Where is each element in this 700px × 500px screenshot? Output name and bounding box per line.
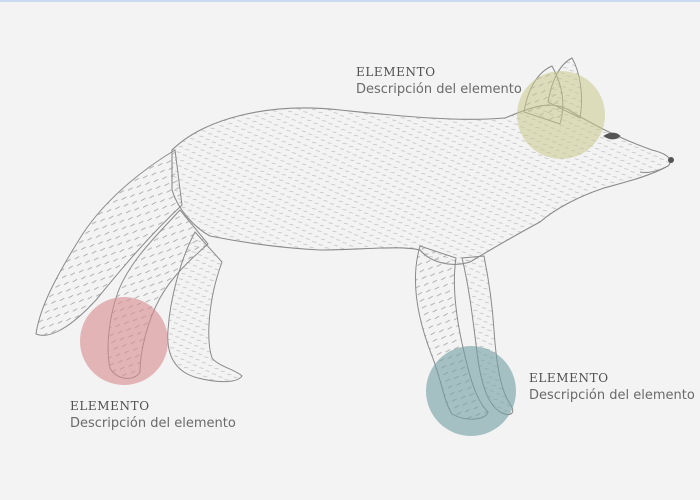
annotation-front-paw-title: ELEMENTO — [529, 371, 609, 385]
annotation-hind-paw-description: Descripción del elemento — [70, 416, 236, 431]
fox-nose — [668, 157, 674, 163]
annotation-front-paw: ELEMENTO Descripción del elemento — [529, 370, 695, 406]
front-paw-highlight-circle[interactable] — [426, 346, 516, 436]
fox-eye — [603, 132, 621, 140]
fox-hind-leg-back — [167, 231, 243, 383]
annotation-head: ELEMENTO Descripción del elemento — [356, 64, 522, 100]
annotation-hind-paw-title: ELEMENTO — [70, 399, 150, 413]
hind-paw-highlight-circle[interactable] — [80, 297, 168, 385]
annotation-head-description: Descripción del elemento — [356, 82, 522, 97]
annotation-head-title: ELEMENTO — [356, 65, 436, 79]
fox-mouth — [639, 165, 669, 173]
annotation-front-paw-description: Descripción del elemento — [529, 388, 695, 403]
top-border — [0, 0, 700, 2]
fox-tail — [35, 149, 183, 336]
head-highlight-circle[interactable] — [517, 71, 605, 159]
fox-front-leg-back — [461, 255, 514, 415]
annotation-hind-paw: ELEMENTO Descripción del elemento — [70, 398, 236, 434]
